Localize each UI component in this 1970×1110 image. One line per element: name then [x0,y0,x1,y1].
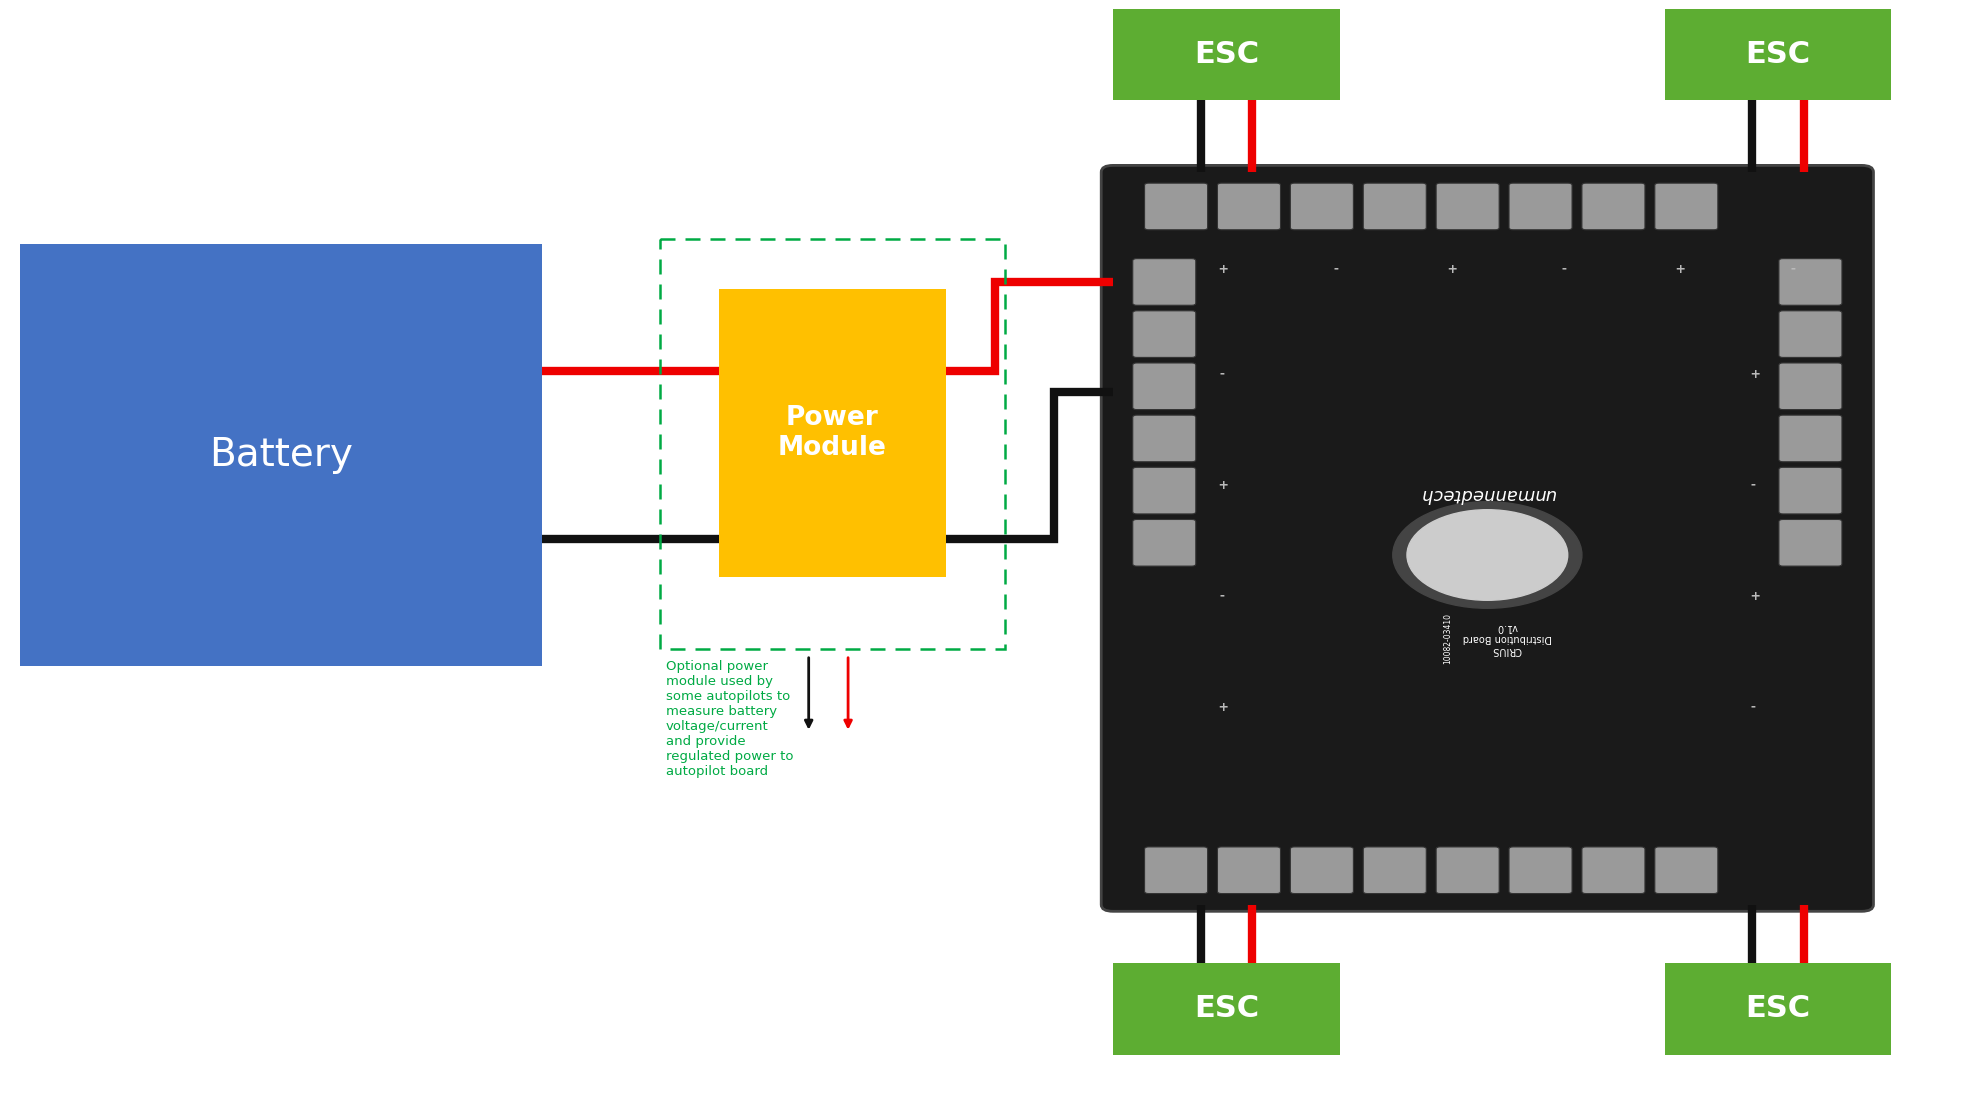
FancyBboxPatch shape [1779,519,1842,566]
Text: +: + [1215,698,1227,712]
FancyBboxPatch shape [1665,9,1891,100]
FancyBboxPatch shape [1655,183,1718,230]
FancyBboxPatch shape [1436,847,1499,894]
FancyBboxPatch shape [1582,183,1645,230]
Text: CRIUS
Distribution Board
v1.0: CRIUS Distribution Board v1.0 [1462,622,1552,655]
Text: Power
Module: Power Module [778,405,887,461]
FancyBboxPatch shape [20,244,542,666]
Text: +: + [1215,260,1227,273]
FancyBboxPatch shape [1779,467,1842,514]
Text: -: - [1751,698,1755,712]
Text: Battery: Battery [209,436,353,474]
Text: ESC: ESC [1194,995,1259,1023]
Text: ESC: ESC [1745,40,1810,69]
FancyBboxPatch shape [1113,963,1340,1054]
FancyBboxPatch shape [1779,259,1842,305]
FancyBboxPatch shape [1133,519,1196,566]
FancyBboxPatch shape [1133,415,1196,462]
FancyBboxPatch shape [1363,183,1426,230]
Text: ESC: ESC [1194,40,1259,69]
FancyBboxPatch shape [1665,963,1891,1054]
Text: +: + [1444,260,1456,273]
FancyBboxPatch shape [1655,847,1718,894]
FancyBboxPatch shape [719,289,946,577]
FancyBboxPatch shape [1582,847,1645,894]
FancyBboxPatch shape [1133,311,1196,357]
FancyBboxPatch shape [1145,847,1208,894]
Text: unmannedtech: unmannedtech [1420,485,1554,503]
FancyBboxPatch shape [1217,847,1280,894]
FancyBboxPatch shape [1509,183,1572,230]
FancyBboxPatch shape [1133,259,1196,305]
FancyBboxPatch shape [1363,847,1426,894]
FancyBboxPatch shape [1436,183,1499,230]
Text: -: - [1334,260,1338,273]
FancyBboxPatch shape [1290,183,1353,230]
Circle shape [1407,509,1568,601]
Text: Optional power
module used by
some autopilots to
measure battery
voltage/current: Optional power module used by some autop… [666,660,794,778]
FancyBboxPatch shape [1101,165,1873,911]
Text: 10082-03410: 10082-03410 [1444,613,1452,664]
FancyBboxPatch shape [1133,363,1196,410]
Text: +: + [1215,476,1227,490]
FancyBboxPatch shape [1217,183,1280,230]
Text: -: - [1791,260,1795,273]
FancyBboxPatch shape [1509,847,1572,894]
FancyBboxPatch shape [1779,415,1842,462]
Text: +: + [1747,365,1759,379]
FancyBboxPatch shape [1113,9,1340,100]
FancyBboxPatch shape [1133,467,1196,514]
FancyBboxPatch shape [1779,311,1842,357]
Text: -: - [1751,476,1755,490]
Text: -: - [1219,365,1223,379]
Circle shape [1393,502,1582,608]
Text: -: - [1562,260,1566,273]
Text: -: - [1219,587,1223,601]
Text: +: + [1673,260,1684,273]
FancyBboxPatch shape [1290,847,1353,894]
Text: ESC: ESC [1745,995,1810,1023]
FancyBboxPatch shape [1145,183,1208,230]
Text: +: + [1747,587,1759,601]
FancyBboxPatch shape [1779,363,1842,410]
